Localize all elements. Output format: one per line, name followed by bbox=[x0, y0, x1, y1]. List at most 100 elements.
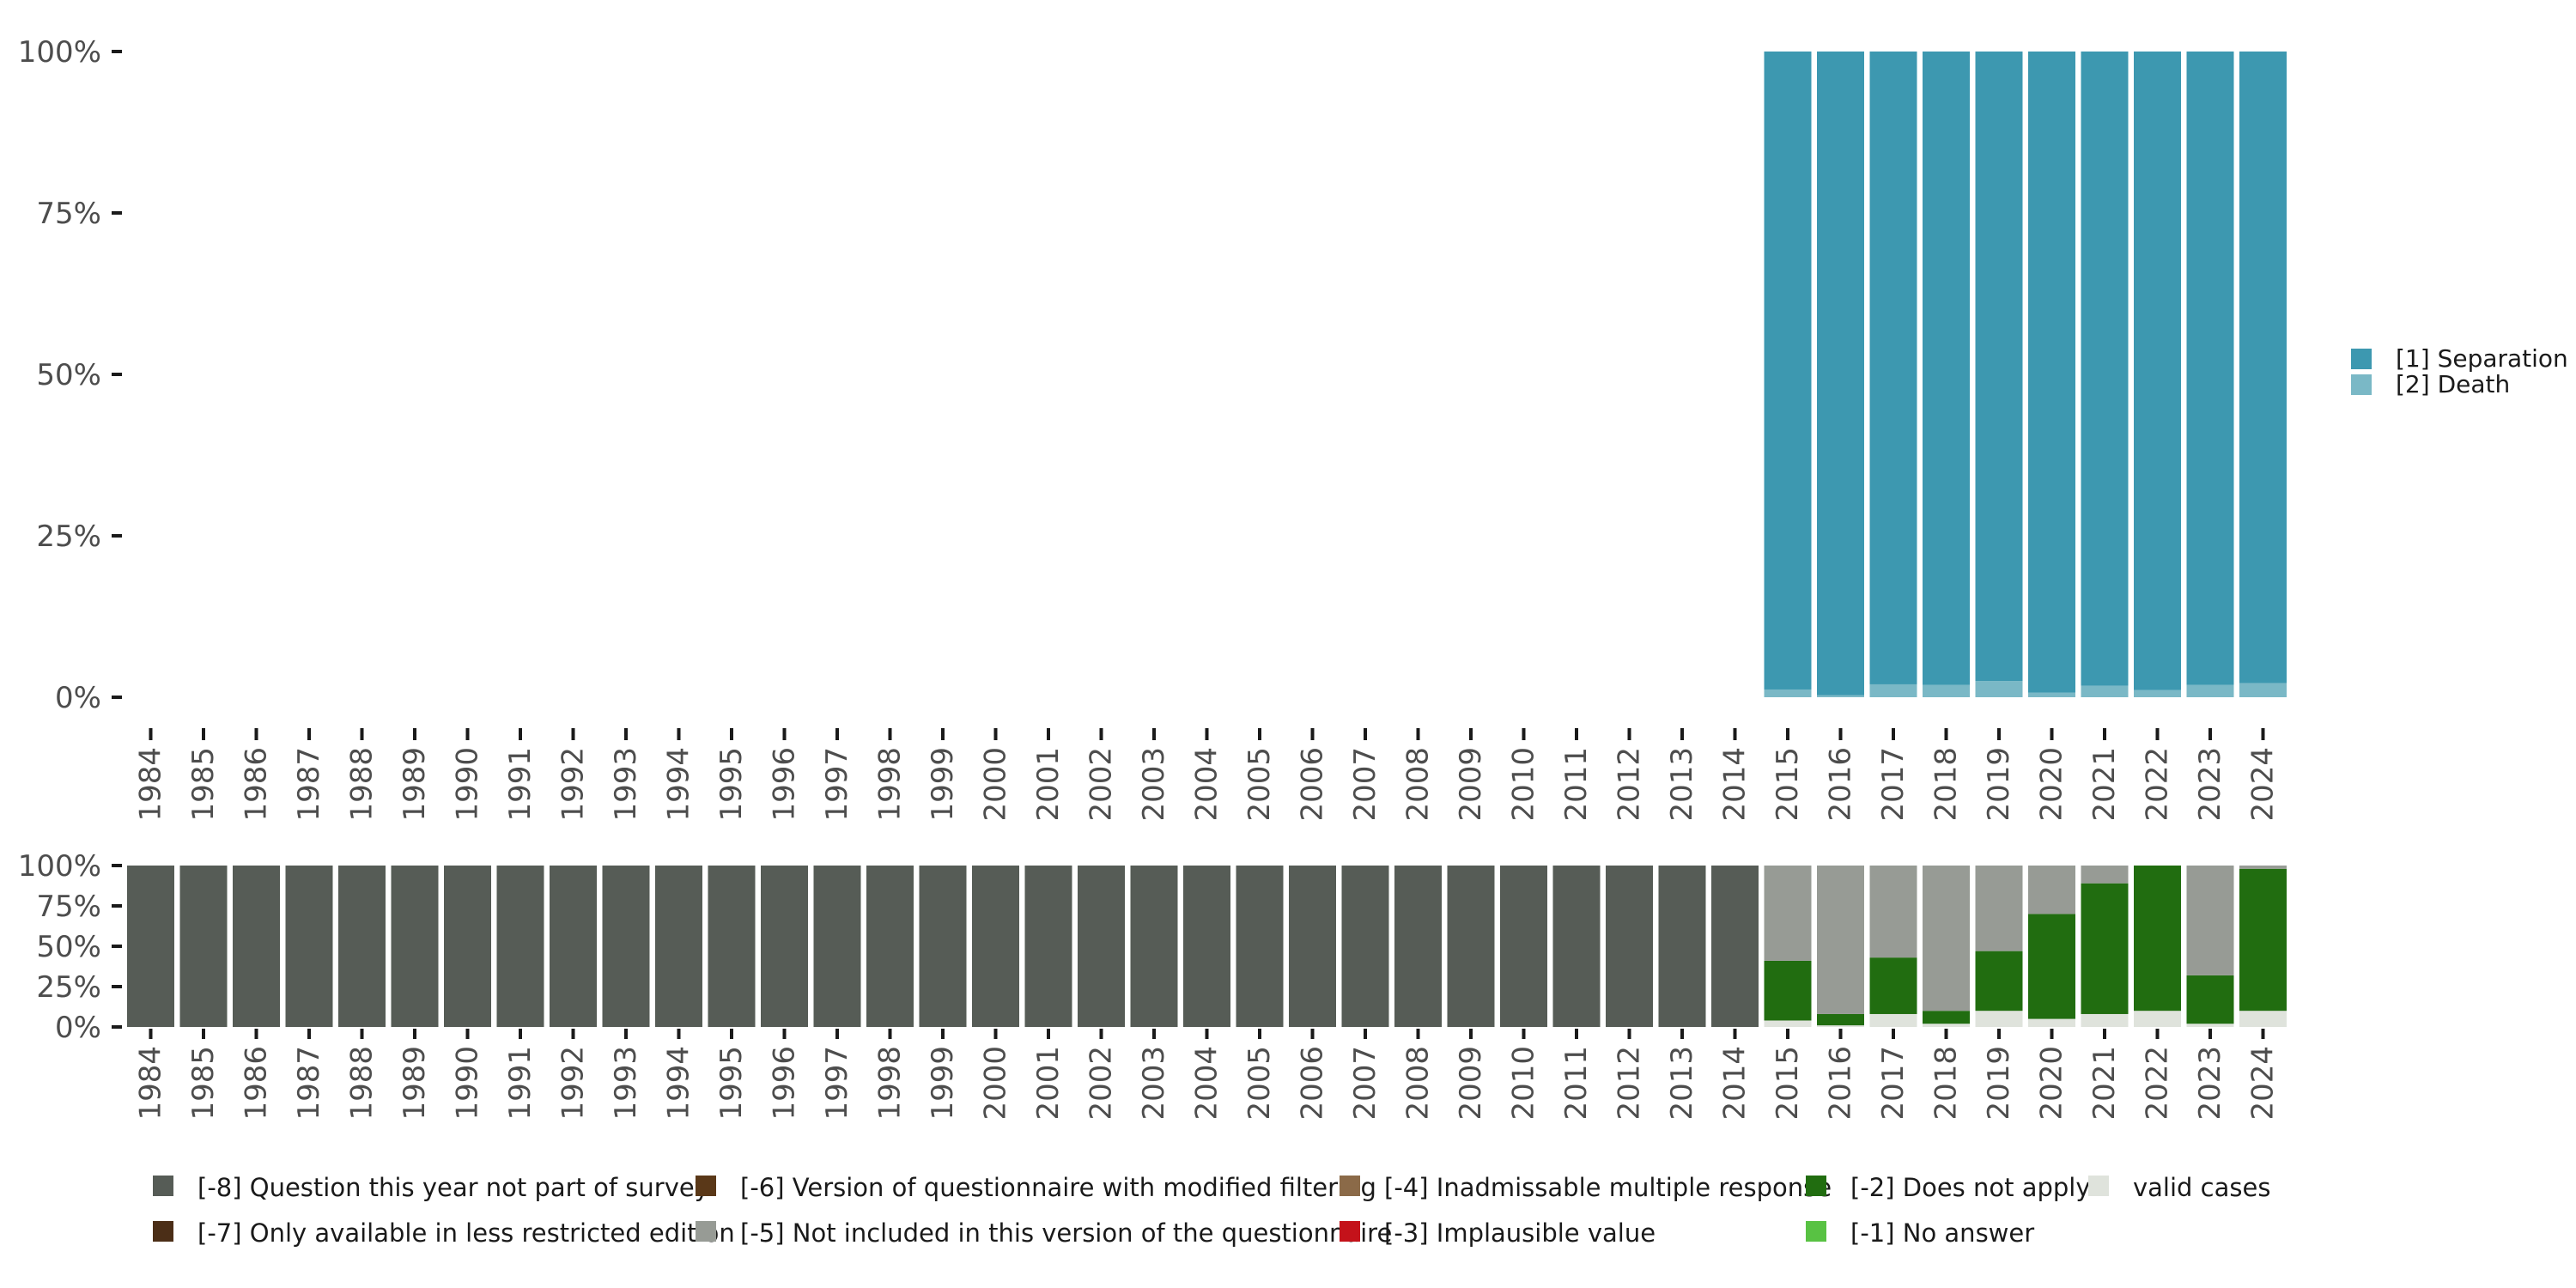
top-y-tick-label: 50% bbox=[36, 358, 101, 392]
top-x-tick-label: 2003 bbox=[1137, 747, 1171, 822]
bottom-bar-segment bbox=[1024, 866, 1072, 1027]
top-x-tick-label: 1995 bbox=[714, 747, 749, 822]
bottom-x-tick-label: 2002 bbox=[1084, 1046, 1119, 1121]
bottom-bar-segment bbox=[1817, 1025, 1864, 1027]
top-bar-segment bbox=[1975, 52, 2023, 682]
bottom-bar-segment bbox=[1923, 1011, 1970, 1024]
top-legend-swatch bbox=[2351, 374, 2372, 395]
bottom-x-tick-label: 2015 bbox=[1771, 1046, 1805, 1121]
top-bar-segment bbox=[1869, 52, 1917, 684]
bottom-bar-segment bbox=[2186, 975, 2234, 1024]
bottom-x-tick-label: 2010 bbox=[1507, 1046, 1541, 1121]
top-x-tick-label: 1994 bbox=[662, 747, 696, 822]
top-bar-segment bbox=[1764, 689, 1812, 697]
bottom-bar-segment bbox=[2239, 1011, 2287, 1027]
top-chart-legend: [1] Separation[2] Death bbox=[2351, 344, 2568, 398]
top-x-tick-label: 1984 bbox=[134, 747, 168, 822]
bottom-legend-label: valid cases bbox=[2133, 1173, 2270, 1202]
top-x-tick-label: 2005 bbox=[1242, 747, 1277, 822]
top-x-tick-label: 1989 bbox=[398, 747, 432, 822]
top-bar-segment bbox=[1764, 52, 1812, 690]
top-x-tick-label: 2016 bbox=[1824, 747, 1858, 822]
top-x-tick-label: 2017 bbox=[1876, 747, 1911, 822]
bottom-bar-segment bbox=[919, 866, 967, 1027]
bottom-x-tick-label: 2021 bbox=[2087, 1046, 2122, 1121]
bottom-bar-segment bbox=[285, 866, 333, 1027]
top-x-tick-label: 2018 bbox=[1929, 747, 1964, 822]
top-bar-segment bbox=[2134, 52, 2181, 690]
bottom-bar-segment bbox=[1817, 1013, 1864, 1026]
bottom-bar-segment bbox=[1975, 866, 2023, 951]
top-bar-segment bbox=[1869, 683, 1917, 697]
bottom-y-tick-label: 0% bbox=[55, 1011, 101, 1045]
bottom-x-tick-label: 1987 bbox=[292, 1046, 326, 1121]
top-bar-segment bbox=[2028, 52, 2075, 693]
bottom-legend-swatch bbox=[153, 1221, 173, 1242]
top-x-tick-label: 2020 bbox=[2035, 747, 2069, 822]
top-x-tick-label: 1988 bbox=[345, 747, 380, 822]
top-x-tick-label: 2019 bbox=[1982, 747, 2016, 822]
top-x-tick-label: 1998 bbox=[873, 747, 908, 822]
top-x-tick-label: 2006 bbox=[1296, 747, 1330, 822]
top-x-tick-label: 1993 bbox=[609, 747, 643, 822]
top-bar-segment bbox=[2028, 692, 2075, 697]
bottom-bar-segment bbox=[1078, 866, 1125, 1027]
bottom-bar-segment bbox=[496, 866, 544, 1027]
bottom-x-tick-label: 2017 bbox=[1876, 1046, 1911, 1121]
top-x-tick-label: 1996 bbox=[768, 747, 802, 822]
bottom-bar-segment bbox=[2239, 868, 2287, 1012]
bottom-y-tick-label: 25% bbox=[36, 970, 101, 1005]
bottom-bar-segment bbox=[1764, 1020, 1812, 1027]
bottom-x-tick-label: 2022 bbox=[2141, 1046, 2175, 1121]
bottom-bar-segment bbox=[1552, 866, 1601, 1027]
bottom-bar-segment bbox=[1711, 866, 1759, 1027]
bottom-x-tick-label: 2000 bbox=[979, 1046, 1013, 1121]
bottom-bar-segment bbox=[602, 866, 650, 1027]
bottom-bar-segment bbox=[2186, 866, 2234, 975]
bottom-bar-segment bbox=[708, 866, 756, 1027]
bottom-bar-segment bbox=[1764, 866, 1812, 961]
top-y-tick-label: 75% bbox=[36, 197, 101, 231]
bottom-x-tick-label: 2012 bbox=[1613, 1046, 1647, 1121]
bottom-x-tick-label: 2009 bbox=[1454, 1046, 1488, 1121]
bottom-bar-segment bbox=[1236, 866, 1284, 1027]
bottom-legend-label: [-1] No answer bbox=[1850, 1218, 2034, 1248]
bottom-bar-segment bbox=[1447, 866, 1495, 1027]
bottom-bar-segment bbox=[655, 866, 702, 1027]
bottom-x-tick-label: 1996 bbox=[768, 1046, 802, 1121]
bottom-x-tick-label: 1997 bbox=[820, 1046, 854, 1121]
bottom-legend-label: [-3] Implausible value bbox=[1384, 1218, 1656, 1248]
bottom-bar-segment bbox=[1869, 957, 1917, 1014]
top-bar-segment bbox=[2081, 685, 2129, 697]
top-x-tick-label: 1986 bbox=[240, 747, 274, 822]
top-legend-label: [2] Death bbox=[2396, 370, 2510, 398]
bottom-legend-label: [-4] Inadmissable multiple response bbox=[1384, 1173, 1832, 1202]
bottom-bar-segment bbox=[391, 866, 439, 1027]
bottom-bar-segment bbox=[233, 866, 280, 1027]
top-x-tick-label: 1985 bbox=[186, 747, 221, 822]
bottom-bar-segment bbox=[1975, 951, 2023, 1012]
top-y-tick-label: 100% bbox=[18, 35, 101, 70]
top-x-tick-label: 2011 bbox=[1559, 747, 1594, 822]
top-bar-segment bbox=[1923, 684, 1970, 697]
bottom-x-tick-label: 1991 bbox=[503, 1046, 538, 1121]
bottom-x-tick-label: 2001 bbox=[1031, 1046, 1066, 1121]
top-x-tick-label: 1997 bbox=[820, 747, 854, 822]
top-x-tick-label: 2013 bbox=[1665, 747, 1699, 822]
bottom-bar-segment bbox=[2186, 1024, 2234, 1027]
bottom-legend-label: [-8] Question this year not part of surv… bbox=[197, 1173, 709, 1202]
top-x-tick-label: 2009 bbox=[1454, 747, 1488, 822]
bottom-bar-segment bbox=[2081, 883, 2129, 1014]
top-y-tick-label: 25% bbox=[36, 519, 101, 554]
top-bar-segment bbox=[2239, 683, 2287, 697]
bottom-bar-segment bbox=[1658, 866, 1706, 1027]
bottom-chart-panel: 0% 25% 50% 75% 100% 1984 1985 1986 1987 1988 1989 1… bbox=[18, 849, 2287, 1121]
bottom-bar-segment bbox=[1764, 960, 1812, 1021]
bottom-x-tick-label: 1984 bbox=[134, 1046, 168, 1121]
bottom-x-tick-label: 1994 bbox=[662, 1046, 696, 1121]
bottom-bar-segment bbox=[2028, 1018, 2075, 1027]
bottom-legend-swatch bbox=[153, 1176, 173, 1196]
bottom-x-tick-label: 1992 bbox=[556, 1046, 591, 1121]
bottom-x-tick-label: 2008 bbox=[1401, 1046, 1436, 1121]
